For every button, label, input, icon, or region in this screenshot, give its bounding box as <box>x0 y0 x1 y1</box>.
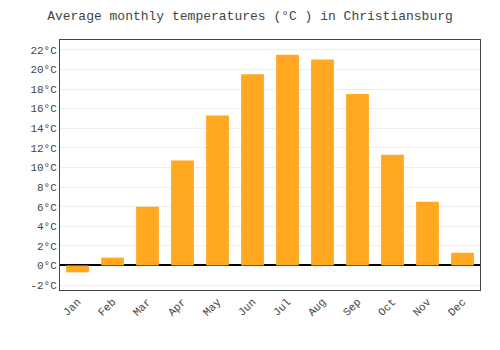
svg-text:Aug: Aug <box>306 296 328 318</box>
svg-text:20°C: 20°C <box>30 64 57 76</box>
svg-text:Jun: Jun <box>236 296 258 318</box>
svg-text:2°C: 2°C <box>37 241 57 253</box>
svg-text:Feb: Feb <box>96 296 118 318</box>
svg-text:8°C: 8°C <box>37 182 57 194</box>
svg-text:6°C: 6°C <box>37 202 57 214</box>
svg-text:Apr: Apr <box>166 296 188 318</box>
svg-text:Oct: Oct <box>376 296 398 318</box>
svg-text:18°C: 18°C <box>30 84 57 96</box>
svg-text:Mar: Mar <box>131 296 153 318</box>
svg-text:10°C: 10°C <box>30 162 57 174</box>
svg-text:Jul: Jul <box>271 296 293 318</box>
svg-text:Nov: Nov <box>411 296 434 319</box>
svg-text:Average monthly temperatures (: Average monthly temperatures (°C ) in Ch… <box>47 9 453 24</box>
svg-text:Jan: Jan <box>61 296 83 318</box>
svg-text:22°C: 22°C <box>30 45 57 57</box>
svg-text:0°C: 0°C <box>37 260 57 272</box>
svg-text:16°C: 16°C <box>30 103 57 115</box>
svg-text:-2°C: -2°C <box>30 280 57 292</box>
svg-text:14°C: 14°C <box>30 123 57 135</box>
svg-text:12°C: 12°C <box>30 143 57 155</box>
svg-text:4°C: 4°C <box>37 221 57 233</box>
svg-text:Sep: Sep <box>341 296 363 318</box>
svg-text:Dec: Dec <box>446 296 468 318</box>
svg-text:May: May <box>201 296 224 319</box>
